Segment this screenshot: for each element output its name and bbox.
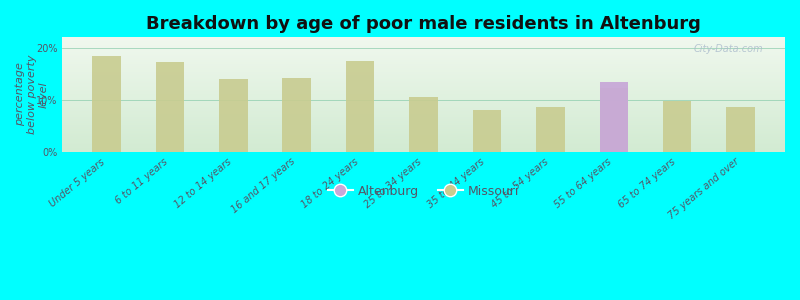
Bar (663, 101, 691, 152)
Bar (346, 61, 374, 152)
Bar (282, 78, 311, 152)
Bar (156, 62, 184, 152)
Bar (599, 88, 628, 152)
Title: Breakdown by age of poor male residents in Altenburg: Breakdown by age of poor male residents … (146, 15, 701, 33)
Bar (410, 97, 438, 152)
Bar (599, 82, 628, 152)
Bar (92, 56, 121, 152)
Y-axis label: percentage
below poverty
level: percentage below poverty level (15, 55, 48, 134)
Bar (536, 106, 565, 152)
Legend: Altenburg, Missouri: Altenburg, Missouri (323, 180, 524, 203)
Bar (726, 107, 755, 152)
Bar (219, 79, 248, 152)
Text: City-Data.com: City-Data.com (694, 44, 763, 54)
Bar (473, 110, 502, 152)
